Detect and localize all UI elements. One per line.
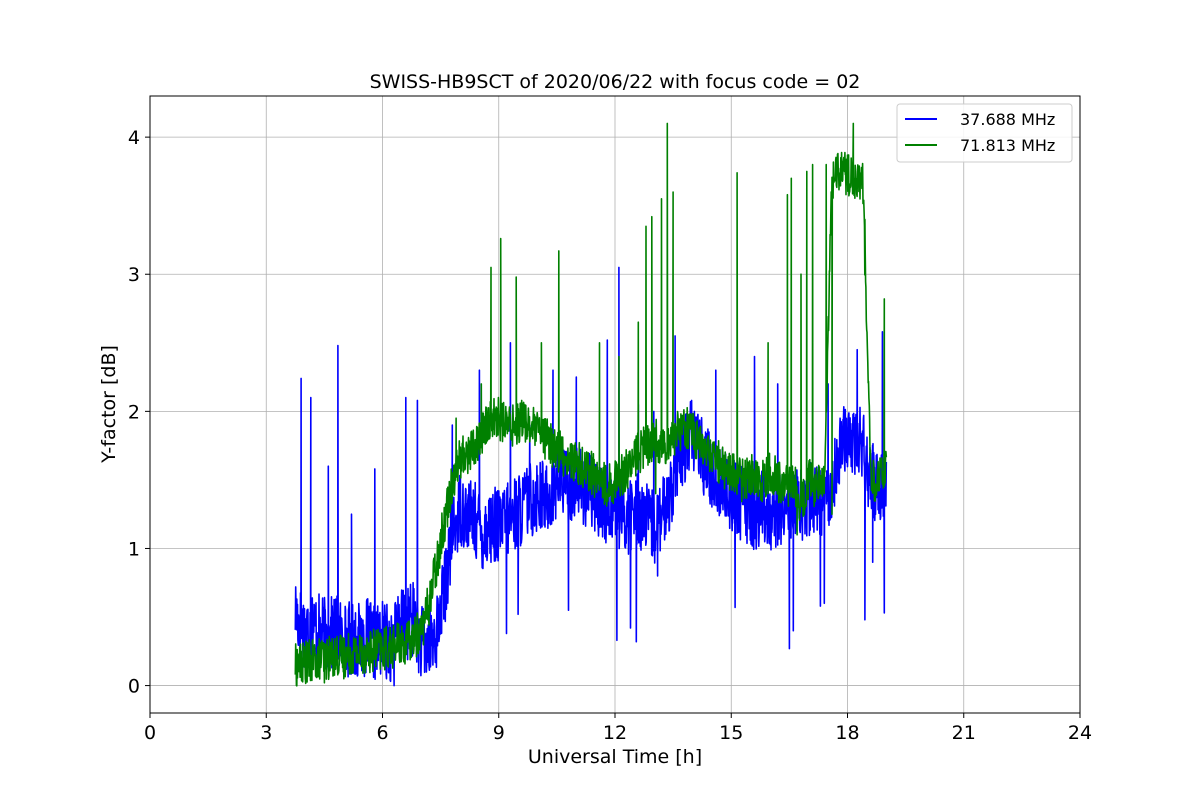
y-axis-label: Y-factor [dB] bbox=[98, 345, 120, 464]
y-tick-label: 2 bbox=[128, 401, 140, 423]
series-line-2 bbox=[294, 122, 888, 687]
x-tick-label: 3 bbox=[260, 722, 272, 744]
y-tick-label: 3 bbox=[128, 264, 140, 286]
x-tick-label: 15 bbox=[719, 722, 743, 744]
plot-series-group bbox=[294, 122, 888, 687]
x-tick-label: 12 bbox=[603, 722, 627, 744]
x-tick-label: 21 bbox=[952, 722, 976, 744]
legend-label-series-1: 37.688 MHz bbox=[960, 110, 1055, 129]
x-tick-label: 6 bbox=[376, 722, 388, 744]
y-tick-label: 1 bbox=[128, 538, 140, 560]
x-tick-label: 18 bbox=[835, 722, 859, 744]
y-tick-label: 4 bbox=[128, 127, 140, 149]
legend-label-series-2: 71.813 MHz bbox=[960, 136, 1055, 155]
legend-box bbox=[896, 103, 1073, 163]
x-tick-label: 24 bbox=[1068, 722, 1092, 744]
x-axis-label: Universal Time [h] bbox=[528, 746, 702, 768]
x-tick-label: 9 bbox=[493, 722, 505, 744]
legend: 37.688 MHz 71.813 MHz bbox=[896, 103, 1073, 163]
y-tick-label: 0 bbox=[128, 676, 140, 698]
series-line-1 bbox=[294, 266, 888, 687]
chart-title: SWISS-HB9SCT of 2020/06/22 with focus co… bbox=[370, 71, 861, 93]
x-tick-label: 0 bbox=[144, 722, 156, 744]
